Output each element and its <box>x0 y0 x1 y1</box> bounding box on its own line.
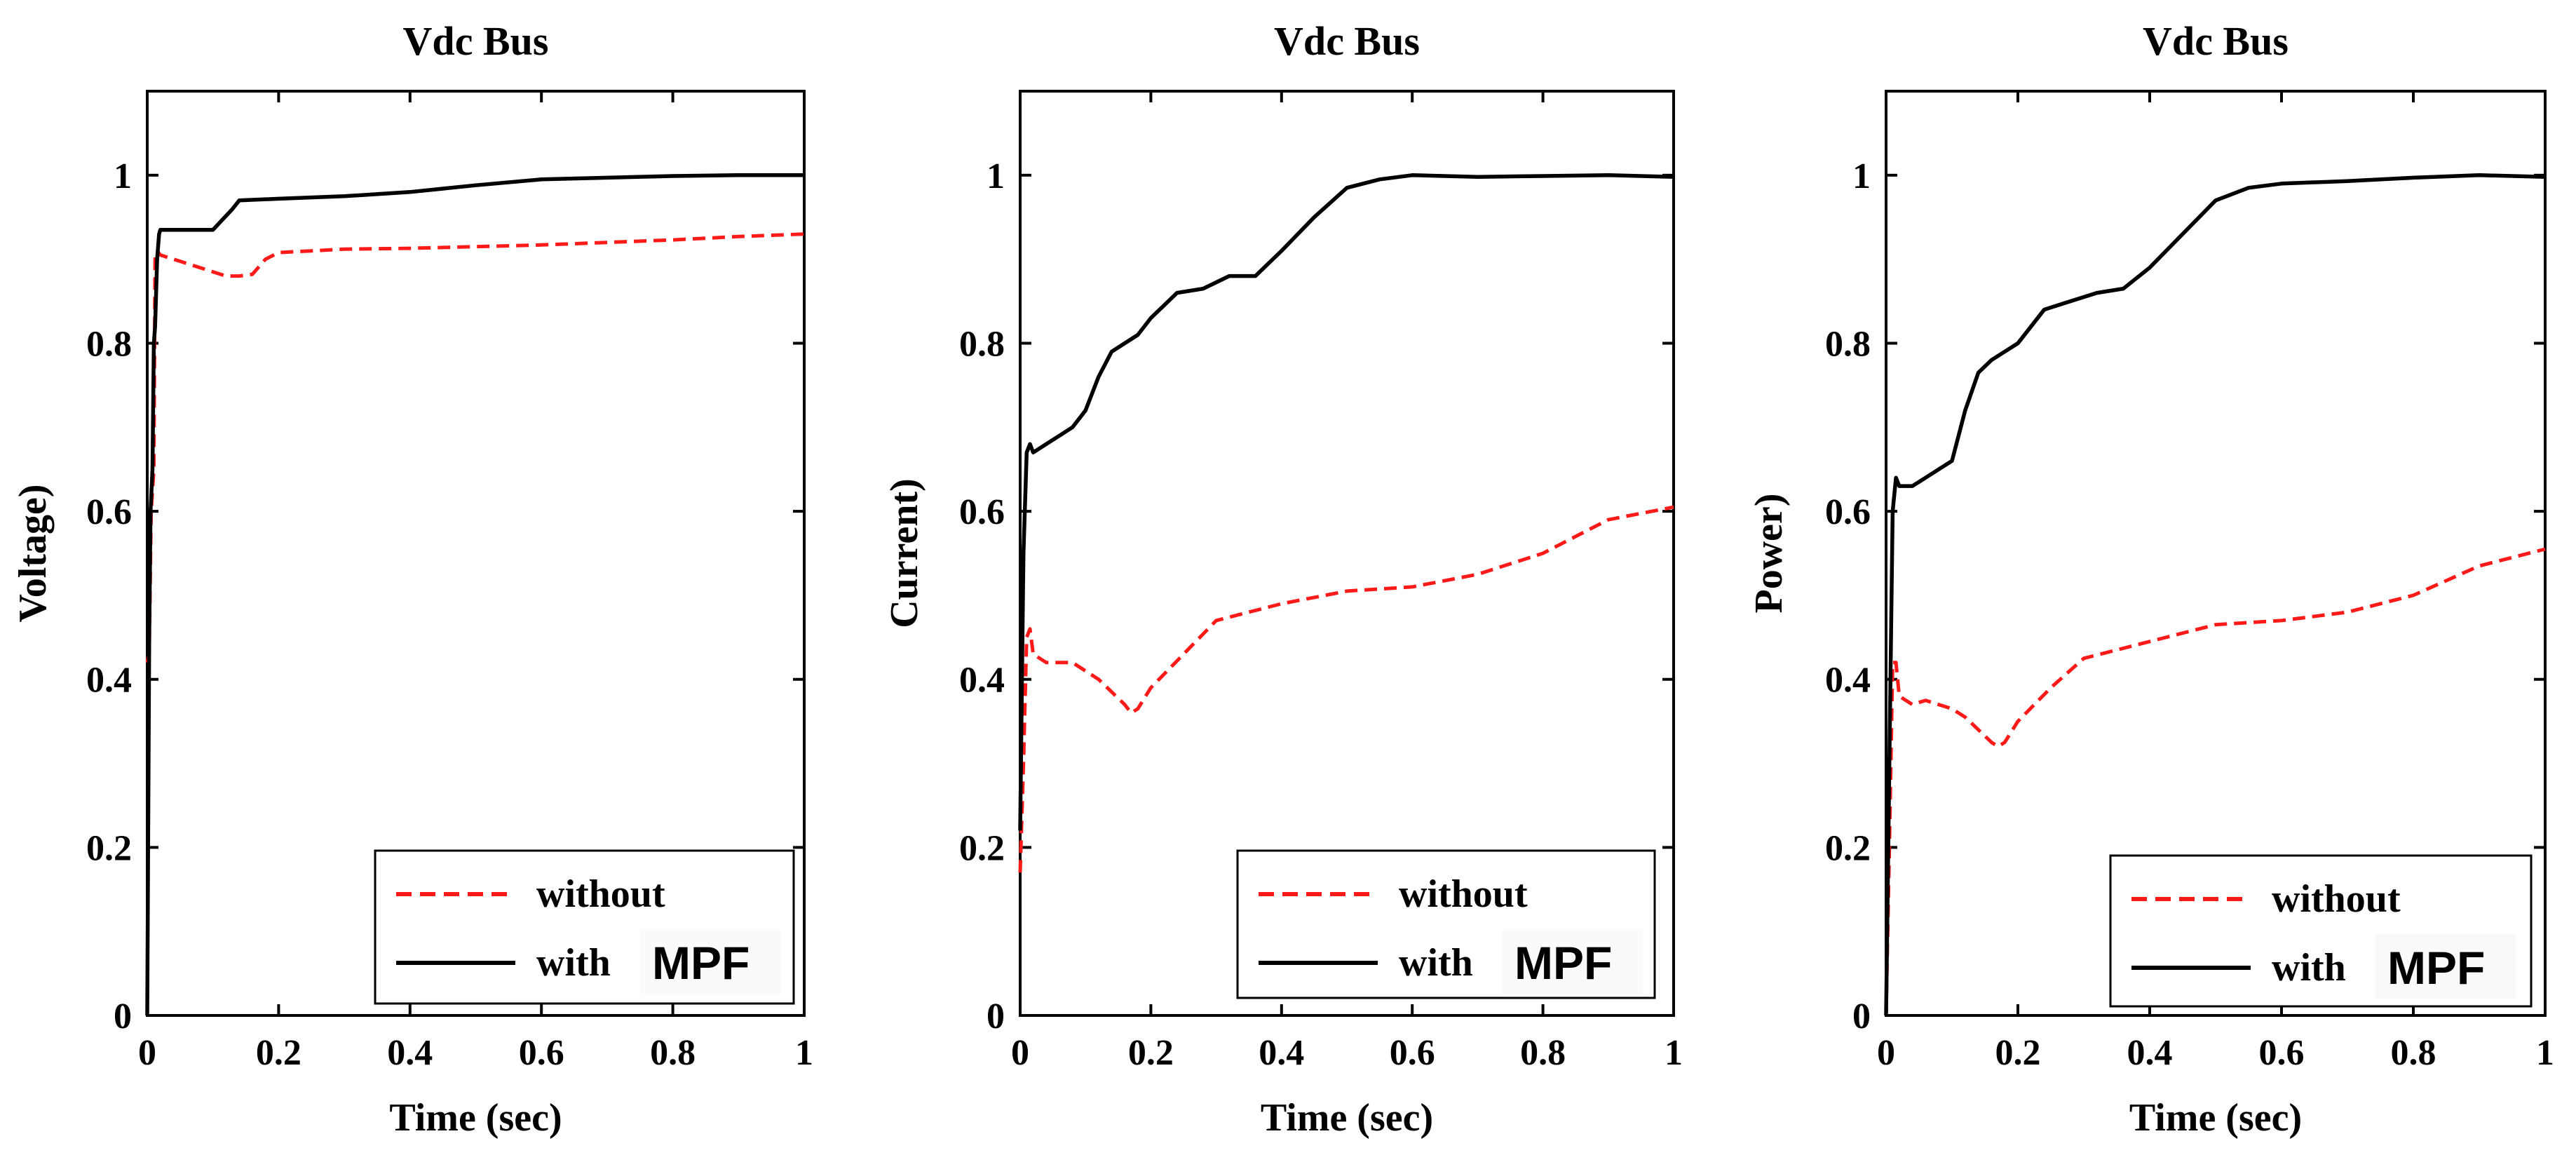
y-tick-label: 0 <box>114 997 132 1036</box>
x-tick-label: 0.6 <box>2259 1033 2305 1073</box>
mpf-label-patch <box>2375 934 2516 999</box>
x-tick-label: 0.8 <box>2391 1033 2436 1073</box>
y-tick-label: 0.6 <box>959 492 1005 532</box>
x-tick-label: 0.2 <box>1128 1033 1174 1073</box>
x-tick-label: 0.2 <box>256 1033 301 1073</box>
x-tick-label: 1 <box>795 1033 813 1073</box>
x-tick-label: 0 <box>1877 1033 1895 1073</box>
y-tick-label: 0.6 <box>1825 492 1871 532</box>
y-tick-label: 0.2 <box>959 828 1005 868</box>
y-tick-label: 0.8 <box>86 324 132 364</box>
legend: without with MPF <box>1236 849 1656 999</box>
y-axis-label: Current) <box>883 478 926 628</box>
y-tick-label: 0.4 <box>959 661 1005 701</box>
x-axis-label: Time (sec) <box>2129 1096 2302 1140</box>
legend-label-with: with <box>2272 946 2346 989</box>
series-line-with <box>145 173 804 1016</box>
legend-mpf-label: MPF <box>1514 937 1612 989</box>
mpf-label-patch <box>640 929 780 994</box>
x-tick-label: 0.2 <box>1995 1033 2041 1073</box>
y-tick-label: 0.2 <box>1825 828 1871 868</box>
chart-panel-1: Vdc Bus 0 0.2 0.4 0.6 0.8 1 0 0.2 0.4 0.6 0.8 1 Time … <box>11 18 813 1140</box>
x-tick-label: 0.4 <box>1259 1033 1304 1073</box>
y-tick-label: 0 <box>1852 997 1871 1036</box>
y-tick-label: 0.6 <box>86 492 132 532</box>
x-axis-label: Time (sec) <box>389 1096 562 1140</box>
chart-title: Vdc Bus <box>2143 18 2289 64</box>
x-tick-label: 0 <box>1011 1033 1029 1073</box>
x-axis-label: Time (sec) <box>1261 1096 1433 1140</box>
x-tick-label: 0 <box>138 1033 156 1073</box>
plot-area-frame <box>146 90 806 1017</box>
plot-area-frame <box>1885 90 2547 1017</box>
y-tick-label: 0.2 <box>86 828 132 868</box>
x-tick-label: 0.8 <box>650 1033 696 1073</box>
y-tick-label: 0.8 <box>959 324 1005 364</box>
y-tick-label: 1 <box>1852 156 1871 196</box>
chart-title: Vdc Bus <box>1274 18 1420 64</box>
mpf-label-patch <box>1503 929 1643 994</box>
y-tick-label: 0.4 <box>86 661 132 701</box>
chart-panel-3: Vdc Bus 0 0.2 0.4 0.6 0.8 1 0 0.2 0.4 0.6 0.8 1 Time … <box>1747 18 2554 1140</box>
legend-label-with: with <box>536 941 611 985</box>
legend-mpf-label: MPF <box>652 937 750 989</box>
y-tick-label: 1 <box>987 156 1005 196</box>
x-tick-label: 0.4 <box>2127 1033 2173 1073</box>
legend: without with MPF <box>374 849 795 1005</box>
x-tick-label: 0.6 <box>1390 1033 1435 1073</box>
x-tick-label: 1 <box>1665 1033 1683 1073</box>
series-line-without <box>1018 505 1674 873</box>
legend-label-without: without <box>2272 877 2401 921</box>
y-tick-label: 0.4 <box>1825 661 1871 701</box>
y-axis-label: Power) <box>1747 493 1791 613</box>
chart-panel-2: Vdc Bus 0 0.2 0.4 0.6 0.8 1 0 0.2 0.4 0.6 0.8 1 Time … <box>883 18 1683 1140</box>
legend-label-without: without <box>1399 872 1528 916</box>
y-axis-label: Voltage) <box>11 484 55 622</box>
x-tick-label: 0.8 <box>1520 1033 1566 1073</box>
x-tick-label: 1 <box>2536 1033 2554 1073</box>
series-line-with <box>1018 173 1674 831</box>
y-tick-label: 0 <box>987 997 1005 1036</box>
series-line-with <box>1884 173 2546 1016</box>
legend-label-without: without <box>536 872 665 916</box>
series-line-without <box>145 232 805 663</box>
legend: without with MPF <box>2109 854 2533 1008</box>
x-tick-label: 0.4 <box>387 1033 433 1073</box>
y-tick-label: 0.8 <box>1825 324 1871 364</box>
y-tick-label: 1 <box>114 156 132 196</box>
chart-title: Vdc Bus <box>403 18 549 64</box>
legend-label-with: with <box>1399 941 1473 985</box>
series-line-without <box>1884 547 2546 1016</box>
plot-area-frame <box>1019 90 1675 1017</box>
x-tick-label: 0.6 <box>519 1033 564 1073</box>
legend-mpf-label: MPF <box>2387 942 2485 994</box>
